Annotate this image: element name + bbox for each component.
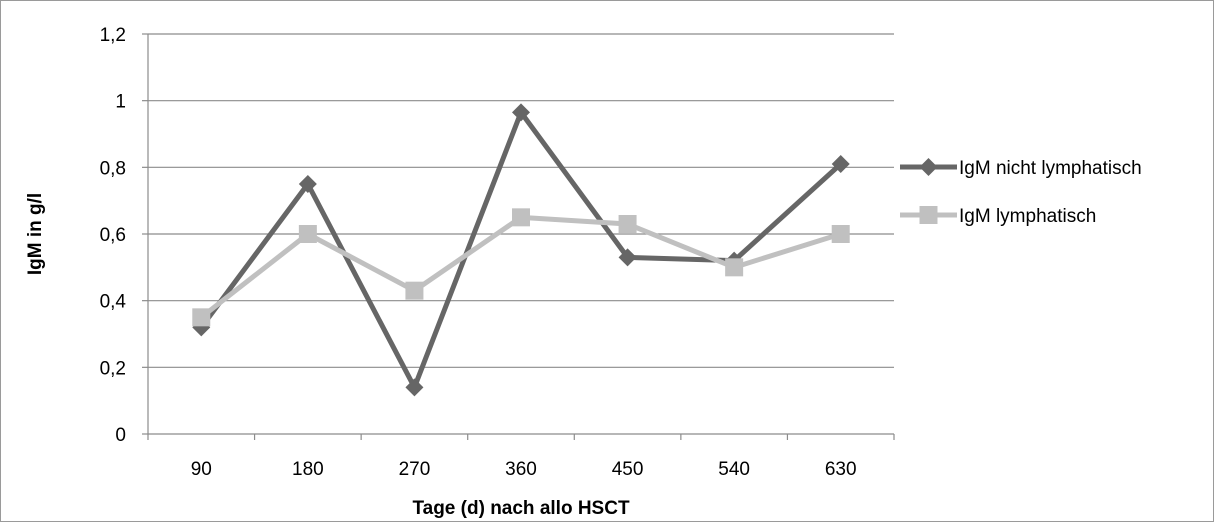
legend-item: IgM nicht lymphatisch — [900, 158, 1142, 179]
legend-label: IgM nicht lymphatisch — [959, 158, 1142, 179]
data-point-square — [298, 225, 317, 243]
x-tick-label: 180 — [292, 459, 324, 480]
y-tick-label: 1,2 — [100, 25, 126, 46]
gridlines — [148, 33, 894, 368]
series-line — [199, 109, 843, 390]
data-point-square — [192, 308, 211, 327]
y-tick-label: 0,2 — [100, 358, 126, 379]
y-tick-label: 0 — [115, 425, 126, 446]
y-tick-label: 0,8 — [100, 158, 126, 179]
data-point-diamond — [831, 155, 850, 173]
x-tick-label: 540 — [718, 459, 750, 480]
data-point-diamond — [405, 378, 424, 397]
data-point-square — [512, 208, 530, 227]
x-tick-label: 90 — [191, 459, 212, 480]
data-point-diamond — [919, 158, 938, 176]
data-point-diamond — [512, 103, 530, 122]
data-point-diamond — [298, 175, 317, 193]
data-point-square — [405, 281, 424, 300]
legend: IgM nicht lymphatisch IgM lymphatisch — [900, 158, 1142, 227]
data-point-square — [831, 225, 850, 243]
data-point-square — [618, 215, 637, 233]
x-tick-label: 630 — [825, 459, 857, 480]
y-axis-title: IgM in g/l — [25, 193, 46, 275]
y-tick-label: 0,4 — [100, 292, 127, 313]
data-point-square — [919, 206, 938, 224]
x-tick-label: 450 — [612, 459, 644, 480]
data-point-diamond — [618, 248, 637, 267]
series-igm-lymphatisch — [192, 208, 850, 327]
legend-item: IgM lymphatisch — [900, 206, 1096, 227]
series-line — [199, 214, 842, 320]
data-point-square — [725, 258, 744, 277]
x-tick-label: 270 — [399, 459, 431, 480]
axes — [142, 33, 895, 440]
y-tick-label: 0,6 — [100, 225, 126, 246]
legend-label: IgM lymphatisch — [959, 206, 1096, 227]
y-tick-label: 1 — [115, 92, 126, 113]
x-tick-label: 360 — [505, 459, 537, 480]
x-axis-title: Tage (d) nach allo HSCT — [412, 498, 630, 519]
series-lines — [192, 103, 850, 397]
tick-labels: 0 0,2 0,4 0,6 0,8 1 1,2 90 180 270 360 450 540 630 — [100, 25, 857, 480]
